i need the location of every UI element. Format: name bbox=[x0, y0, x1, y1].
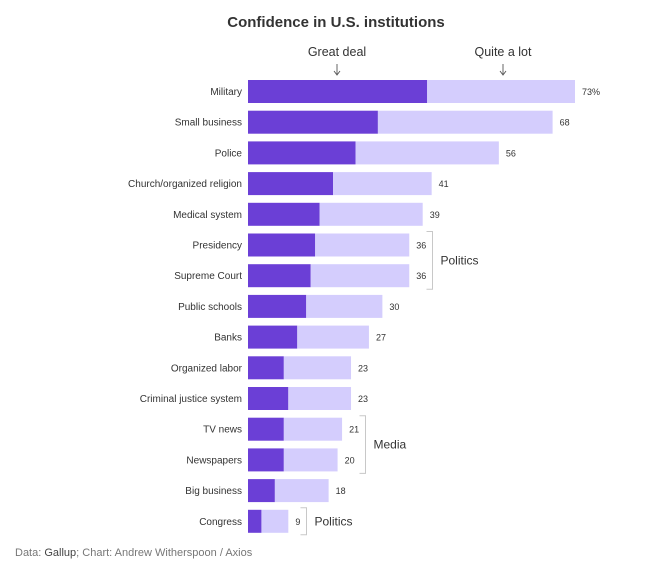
total-label-banks: 27 bbox=[376, 333, 386, 343]
bar-quite-a-lot-small-business bbox=[377, 110, 553, 134]
bar-great-deal-criminal-justice-system bbox=[248, 387, 289, 410]
total-label-medical-system: 39 bbox=[430, 210, 440, 220]
group-bracket-media-1 bbox=[359, 415, 366, 474]
bars-layer: Military 73% Small business 68 Police 56 Churc… bbox=[128, 80, 600, 533]
bar-great-deal-tv-news bbox=[248, 417, 284, 441]
bar-great-deal-police bbox=[248, 141, 356, 165]
category-label-police: Police bbox=[215, 148, 243, 159]
group-label-politics-0: Politics bbox=[441, 253, 479, 267]
category-label-organized-labor: Organized labor bbox=[171, 363, 243, 374]
category-label-medical-system: Medical system bbox=[173, 210, 242, 221]
total-label-military: 73% bbox=[582, 87, 600, 97]
bar-great-deal-banks bbox=[248, 325, 298, 349]
bar-great-deal-organized-labor bbox=[248, 356, 284, 380]
total-label-organized-labor: 23 bbox=[358, 363, 368, 373]
chart-footer: Data: Gallup; Chart: Andrew Witherspoon … bbox=[15, 547, 252, 559]
category-label-public-schools: Public schools bbox=[178, 302, 242, 313]
bar-great-deal-congress bbox=[248, 509, 262, 533]
total-label-criminal-justice-system: 23 bbox=[358, 394, 368, 404]
category-label-supreme-court: Supreme Court bbox=[174, 271, 242, 282]
legend-great-deal: Great deal bbox=[308, 45, 366, 59]
bar-quite-a-lot-military bbox=[427, 80, 575, 103]
category-label-congress: Congress bbox=[199, 517, 242, 528]
bar-great-deal-newspapers bbox=[248, 448, 284, 472]
group-bracket-politics-2 bbox=[300, 507, 307, 536]
total-label-police: 56 bbox=[506, 148, 516, 158]
bar-great-deal-medical-system bbox=[248, 202, 320, 226]
bar-quite-a-lot-newspapers bbox=[283, 448, 338, 472]
total-label-small-business: 68 bbox=[560, 118, 570, 128]
group-label-politics-2: Politics bbox=[315, 514, 353, 528]
total-label-tv-news: 21 bbox=[349, 425, 359, 435]
bar-great-deal-supreme-court bbox=[248, 264, 311, 288]
category-label-small-business: Small business bbox=[175, 118, 242, 129]
bar-quite-a-lot-congress bbox=[261, 509, 289, 533]
total-label-presidency: 36 bbox=[416, 241, 426, 251]
bar-quite-a-lot-church-organized-religion bbox=[333, 172, 432, 196]
bar-great-deal-small-business bbox=[248, 110, 378, 134]
category-label-presidency: Presidency bbox=[193, 241, 242, 252]
total-label-supreme-court: 36 bbox=[416, 271, 426, 281]
bar-quite-a-lot-banks bbox=[297, 325, 369, 349]
bar-quite-a-lot-presidency bbox=[315, 233, 410, 257]
category-label-tv-news: TV news bbox=[203, 425, 242, 436]
group-label-media-1: Media bbox=[374, 438, 407, 452]
bar-great-deal-public-schools bbox=[248, 294, 307, 318]
bar-quite-a-lot-tv-news bbox=[283, 417, 343, 441]
legend-great-deal-arrow-icon bbox=[333, 64, 341, 76]
footer-prefix: Data: bbox=[15, 547, 45, 559]
bar-great-deal-big-business bbox=[248, 479, 275, 503]
bar-great-deal-church-organized-religion bbox=[248, 172, 334, 196]
category-label-big-business: Big business bbox=[185, 486, 242, 497]
category-label-church-organized-religion: Church/organized religion bbox=[128, 179, 242, 190]
bar-quite-a-lot-criminal-justice-system bbox=[288, 387, 352, 410]
total-label-newspapers: 20 bbox=[345, 455, 355, 465]
stacked-bar-chart: Confidence in U.S. institutions Great de… bbox=[128, 14, 600, 536]
groups-layer: Politics Media Politics bbox=[300, 231, 479, 536]
total-label-big-business: 18 bbox=[336, 486, 346, 496]
bar-great-deal-military bbox=[248, 80, 428, 103]
bar-quite-a-lot-supreme-court bbox=[310, 264, 410, 288]
bar-quite-a-lot-public-schools bbox=[306, 294, 383, 318]
footer-source: Gallup bbox=[44, 547, 77, 559]
bar-quite-a-lot-police bbox=[355, 141, 499, 165]
category-label-newspapers: Newspapers bbox=[186, 455, 242, 466]
bar-quite-a-lot-medical-system bbox=[319, 202, 423, 226]
legend-quite-a-lot: Quite a lot bbox=[475, 45, 533, 59]
bar-quite-a-lot-organized-labor bbox=[283, 356, 352, 380]
total-label-congress: 9 bbox=[295, 517, 300, 527]
group-bracket-politics-0 bbox=[426, 231, 433, 290]
bar-great-deal-presidency bbox=[248, 233, 316, 257]
category-label-criminal-justice-system: Criminal justice system bbox=[140, 394, 242, 405]
total-label-public-schools: 30 bbox=[389, 302, 399, 312]
category-label-banks: Banks bbox=[214, 333, 242, 344]
bar-quite-a-lot-big-business bbox=[274, 479, 329, 503]
category-label-military: Military bbox=[210, 87, 242, 98]
chart-title: Confidence in U.S. institutions bbox=[227, 14, 445, 31]
legend-quite-a-lot-arrow-icon bbox=[499, 64, 507, 76]
total-label-church-organized-religion: 41 bbox=[439, 179, 449, 189]
footer-credit: ; Chart: Andrew Witherspoon / Axios bbox=[76, 547, 253, 559]
